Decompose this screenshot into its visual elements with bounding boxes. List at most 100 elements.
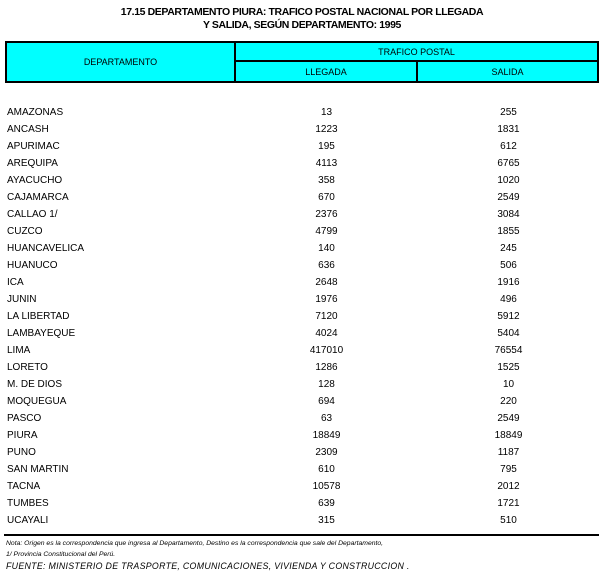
table-row: SAN MARTIN 610 795 <box>5 461 599 478</box>
footnote-fuente: FUENTE: MINISTERIO DE TRASPORTE, COMUNIC… <box>6 561 410 571</box>
cell-llegada: 315 <box>318 515 335 526</box>
cell-llegada: 1223 <box>315 124 338 135</box>
cell-llegada: 4799 <box>315 226 338 237</box>
cell-departamento: PIURA <box>7 430 38 441</box>
cell-departamento: LIMA <box>7 345 31 356</box>
table-title-line1: 17.15 DEPARTAMENTO PIURA: TRAFICO POSTAL… <box>120 6 484 18</box>
cell-salida: 506 <box>500 260 517 271</box>
cell-salida: 1831 <box>497 124 520 135</box>
cell-llegada: 13 <box>320 107 333 118</box>
cell-departamento: AYACUCHO <box>7 175 63 186</box>
table-title: 17.15 DEPARTAMENTO PIURA: TRAFICO POSTAL… <box>0 6 604 32</box>
cell-llegada: 195 <box>318 141 335 152</box>
cell-salida: 10 <box>502 379 515 390</box>
table-row: TUMBES 639 1721 <box>5 495 599 512</box>
cell-llegada: 358 <box>318 175 335 186</box>
cell-llegada: 2648 <box>315 277 338 288</box>
table-title-line2: Y SALIDA, SEGÚN DEPARTAMENTO: 1995 <box>203 19 401 31</box>
cell-salida: 5404 <box>497 328 520 339</box>
cell-salida: 1916 <box>497 277 520 288</box>
table-body: AMAZONAS 13 255 ANCASH 1223 1831 APURIMAC 195 61… <box>5 104 599 529</box>
cell-salida: 3084 <box>497 209 520 220</box>
table-row: LAMBAYEQUE 4024 5404 <box>5 325 599 342</box>
cell-departamento: LAMBAYEQUE <box>7 328 76 339</box>
cell-llegada: 1286 <box>315 362 338 373</box>
cell-salida: 220 <box>500 396 517 407</box>
footnote-provincia: 1/ Provincia Constitucional del Perú. <box>6 551 116 558</box>
cell-departamento: CALLAO 1/ <box>7 209 58 220</box>
cell-llegada: 140 <box>318 243 335 254</box>
table-row: PUNO 2309 1187 <box>5 444 599 461</box>
table-row: APURIMAC 195 612 <box>5 138 599 155</box>
table-row: HUANCAVELICA 140 245 <box>5 240 599 257</box>
table-row: AREQUIPA 4113 6765 <box>5 155 599 172</box>
cell-departamento: LA LIBERTAD <box>7 311 70 322</box>
cell-departamento: HUANUCO <box>7 260 58 271</box>
cell-departamento: TACNA <box>7 481 41 492</box>
cell-llegada: 63 <box>320 413 333 424</box>
table-row: PIURA 18849 18849 <box>5 427 599 444</box>
footer-rule <box>4 534 599 536</box>
cell-departamento: UCAYALI <box>7 515 49 526</box>
cell-llegada: 610 <box>318 464 335 475</box>
cell-departamento: MOQUEGUA <box>7 396 67 407</box>
cell-salida: 2012 <box>497 481 520 492</box>
table-row: LORETO 1286 1525 <box>5 359 599 376</box>
cell-departamento: PASCO <box>7 413 42 424</box>
cell-salida: 496 <box>500 294 517 305</box>
cell-llegada: 7120 <box>315 311 338 322</box>
cell-llegada: 694 <box>318 396 335 407</box>
cell-salida: 255 <box>500 107 517 118</box>
cell-departamento: ANCASH <box>7 124 49 135</box>
cell-salida: 510 <box>500 515 517 526</box>
cell-salida: 5912 <box>497 311 520 322</box>
cell-llegada: 4113 <box>315 158 338 169</box>
header-llegada: LLEGADA <box>236 62 418 81</box>
cell-departamento: JUNIN <box>7 294 37 305</box>
cell-llegada: 10578 <box>312 481 341 492</box>
cell-departamento: PUNO <box>7 447 36 458</box>
cell-salida: 6765 <box>497 158 520 169</box>
table-row: AYACUCHO 358 1020 <box>5 172 599 189</box>
cell-salida: 1525 <box>497 362 520 373</box>
cell-departamento: APURIMAC <box>7 141 60 152</box>
cell-departamento: AREQUIPA <box>7 158 58 169</box>
cell-llegada: 417010 <box>309 345 344 356</box>
header-subcolumns: LLEGADA SALIDA <box>236 62 597 81</box>
table-row: CUZCO 4799 1855 <box>5 223 599 240</box>
cell-departamento: AMAZONAS <box>7 107 64 118</box>
table-row: MOQUEGUA 694 220 <box>5 393 599 410</box>
cell-salida: 2549 <box>497 413 520 424</box>
header-departamento: DEPARTAMENTO <box>7 43 236 81</box>
cell-departamento: CUZCO <box>7 226 43 237</box>
table-row: TACNA 10578 2012 <box>5 478 599 495</box>
table-row: CAJAMARCA 670 2549 <box>5 189 599 206</box>
header-trafico-postal: TRAFICO POSTAL <box>236 43 597 62</box>
cell-salida: 245 <box>500 243 517 254</box>
cell-salida: 1855 <box>497 226 520 237</box>
cell-llegada: 128 <box>318 379 335 390</box>
table-row: PASCO 63 2549 <box>5 410 599 427</box>
table-row: LA LIBERTAD 7120 5912 <box>5 308 599 325</box>
cell-salida: 2549 <box>497 192 520 203</box>
footnote-nota: Nota: Origen es la correspondencia que i… <box>6 540 384 547</box>
cell-llegada: 18849 <box>312 430 341 441</box>
cell-llegada: 639 <box>318 498 335 509</box>
cell-salida: 1187 <box>497 447 520 458</box>
table-row: ANCASH 1223 1831 <box>5 121 599 138</box>
table-row: LIMA 417010 76554 <box>5 342 599 359</box>
table-row: M. DE DIOS 128 10 <box>5 376 599 393</box>
cell-llegada: 2309 <box>315 447 338 458</box>
cell-salida: 612 <box>500 141 517 152</box>
table-row: AMAZONAS 13 255 <box>5 104 599 121</box>
table-header: DEPARTAMENTO TRAFICO POSTAL LLEGADA SALI… <box>5 41 599 83</box>
table-row: ICA 2648 1916 <box>5 274 599 291</box>
table-row: HUANUCO 636 506 <box>5 257 599 274</box>
cell-llegada: 670 <box>318 192 335 203</box>
cell-salida: 76554 <box>494 345 523 356</box>
cell-salida: 1020 <box>497 175 520 186</box>
cell-llegada: 2376 <box>315 209 338 220</box>
cell-salida: 795 <box>500 464 517 475</box>
header-trafico-group: TRAFICO POSTAL LLEGADA SALIDA <box>236 43 597 81</box>
table-row: JUNIN 1976 496 <box>5 291 599 308</box>
